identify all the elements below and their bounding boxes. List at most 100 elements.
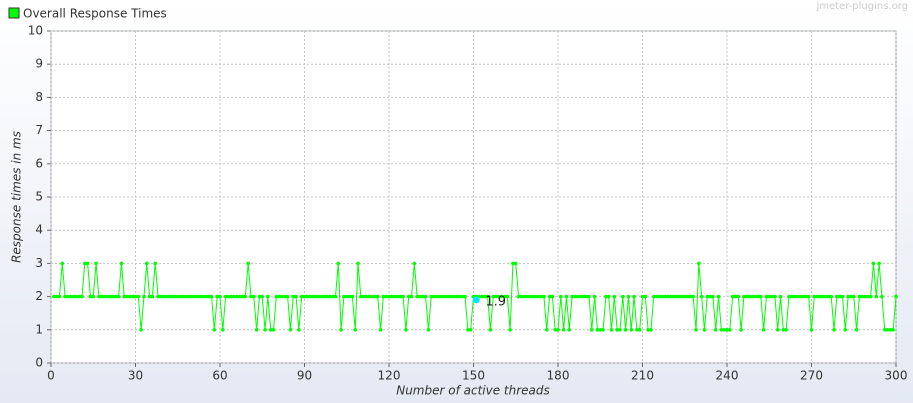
data-point (350, 294, 355, 299)
data-point (761, 328, 766, 332)
data-point (80, 294, 84, 299)
data-point (91, 294, 96, 299)
data-point (437, 294, 442, 299)
data-point (119, 261, 124, 266)
data-point (167, 294, 172, 299)
y-tick-label: 1 (35, 322, 43, 336)
data-point (533, 294, 538, 299)
data-point (429, 294, 434, 299)
y-tick-label: 6 (35, 156, 43, 170)
data-point (412, 261, 417, 266)
data-point (592, 294, 597, 299)
data-point (739, 328, 743, 332)
data-point (282, 294, 287, 299)
data-point (815, 294, 819, 299)
data-point (322, 294, 327, 299)
data-point (209, 294, 214, 299)
x-tick-label: 60 (212, 369, 227, 383)
data-point (451, 294, 456, 299)
data-point (618, 328, 622, 332)
data-point (344, 294, 349, 299)
data-point (677, 294, 681, 299)
data-point (575, 294, 580, 299)
data-point (823, 294, 828, 299)
data-point (494, 294, 498, 299)
data-point (522, 294, 526, 299)
data-point (705, 294, 710, 299)
data-point (426, 328, 431, 332)
data-point (882, 328, 887, 332)
data-point (637, 328, 642, 332)
data-point (885, 328, 890, 332)
data-point (708, 294, 712, 299)
data-point (271, 328, 276, 332)
data-point (649, 328, 653, 332)
data-point (716, 294, 721, 299)
data-point (840, 294, 845, 299)
data-point (654, 294, 659, 299)
data-point (801, 294, 805, 299)
data-point (302, 294, 307, 299)
data-point (330, 294, 335, 299)
data-point (392, 294, 397, 299)
data-point (485, 294, 490, 299)
data-point (668, 294, 673, 299)
data-point (204, 294, 208, 299)
data-point (342, 294, 346, 299)
data-point (257, 294, 262, 299)
data-point (260, 294, 265, 299)
data-point (671, 294, 676, 299)
data-point (789, 294, 794, 299)
data-point (387, 294, 391, 299)
data-point (835, 294, 839, 299)
data-point (113, 294, 118, 299)
data-point (888, 328, 893, 332)
data-point (395, 294, 400, 299)
data-point (215, 294, 219, 299)
data-point (488, 328, 493, 332)
x-axis-label: Number of active threads (396, 384, 550, 398)
data-point (435, 294, 439, 299)
data-point (742, 294, 746, 299)
data-point (99, 294, 104, 299)
data-point (866, 294, 870, 299)
data-point (595, 328, 600, 332)
data-point (832, 328, 836, 332)
y-tick-label: 2 (35, 289, 43, 303)
data-point (691, 294, 695, 299)
data-point (313, 294, 318, 299)
data-point (102, 294, 107, 299)
data-point (525, 294, 529, 299)
data-point (826, 294, 831, 299)
data-point (85, 261, 90, 266)
data-point (497, 294, 501, 299)
data-point (736, 294, 741, 299)
data-point (770, 294, 774, 299)
data-point (52, 294, 56, 299)
data-point (153, 261, 158, 266)
x-tick-label: 150 (462, 369, 485, 383)
data-point (711, 294, 715, 299)
data-point (482, 294, 487, 299)
data-point (240, 294, 245, 299)
data-point (130, 294, 135, 299)
data-point (519, 294, 524, 299)
data-point (480, 294, 484, 299)
data-point (60, 261, 65, 266)
data-point (446, 294, 450, 299)
data-point (615, 328, 619, 332)
data-point (694, 328, 698, 332)
data-point (511, 261, 515, 266)
data-point (111, 294, 115, 299)
data-point (606, 294, 611, 299)
data-point (851, 294, 856, 299)
data-point (868, 294, 873, 299)
data-point (178, 294, 183, 299)
data-point (316, 294, 321, 299)
data-point (837, 294, 842, 299)
data-point (880, 294, 884, 299)
data-point (697, 261, 701, 266)
data-point (195, 294, 200, 299)
data-point (812, 294, 817, 299)
data-point (381, 294, 386, 299)
